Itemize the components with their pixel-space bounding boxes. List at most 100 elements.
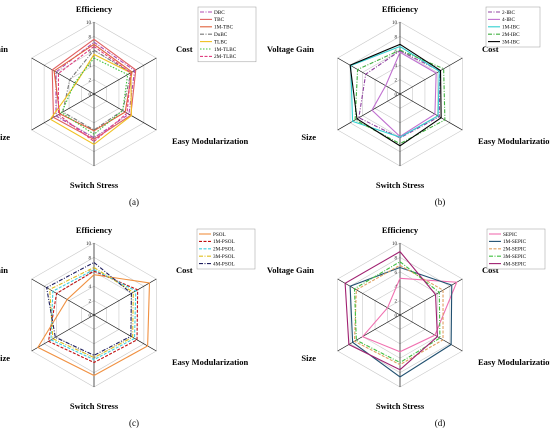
axis-spoke (93, 57, 157, 95)
series-line (49, 266, 134, 359)
series-line (353, 264, 444, 366)
tick-label: 8 (395, 35, 398, 40)
legend-label: 1M-TLBC (214, 47, 237, 53)
series-line (46, 261, 132, 356)
legend-label: 2M-SEPIC (503, 247, 527, 253)
legend-label: DBC (214, 10, 225, 16)
legend-label: TLBC (214, 39, 228, 45)
legend-label: 4M-SEPIC (503, 261, 527, 267)
axis-label: Cost (176, 44, 193, 54)
tick-label: 2 (395, 79, 398, 84)
axis-label: Switch Stress (70, 180, 119, 190)
axis-label: Size (0, 132, 10, 142)
axis-spoke (399, 278, 463, 316)
legend-label: 2-IBC (502, 10, 516, 16)
axis-spoke (399, 93, 463, 131)
axis-spoke (337, 93, 401, 131)
tick-label: 0 (395, 93, 398, 98)
series-line (50, 269, 137, 361)
legend-label: 1M-SEPIC (503, 239, 527, 245)
axis-label: Switch Stress (70, 401, 119, 411)
legend-label: 3M-IBC (502, 39, 520, 45)
tick-label: 6 (395, 50, 398, 55)
axis-label: Size (301, 353, 316, 363)
axis-spoke (399, 314, 463, 352)
legend-label: 2M-TLBC (214, 54, 237, 60)
series-line (53, 43, 133, 132)
axis-spoke (337, 57, 401, 95)
axis-label: Voltage Gain (0, 44, 8, 54)
series-line (354, 49, 446, 145)
axis-label: Size (301, 132, 316, 142)
legend-label: 2M-PSOL (213, 247, 235, 253)
tick-label: 4 (89, 285, 92, 290)
series-line (350, 45, 440, 138)
series-line (349, 43, 442, 147)
series-line (37, 274, 151, 377)
tick-label: 10 (392, 21, 398, 26)
tick-label: 6 (89, 50, 92, 55)
axis-spoke (337, 314, 401, 352)
axis-label: Switch Stress (376, 401, 425, 411)
series-line (371, 51, 437, 138)
series-line (57, 45, 132, 143)
axis-label: Voltage Gain (0, 265, 8, 275)
legend-label: 3M-PSOL (213, 254, 235, 260)
axis-spoke (93, 314, 157, 352)
tick-label: 6 (395, 271, 398, 276)
series-line (358, 50, 441, 139)
tick-label: 2 (89, 79, 92, 84)
tick-label: 8 (89, 35, 92, 40)
axis-label: Switch Stress (376, 180, 425, 190)
tick-label: 8 (89, 256, 92, 261)
axis-label: Voltage Gain (267, 44, 314, 54)
axis-label: Voltage Gain (267, 265, 314, 275)
series-line (47, 270, 139, 364)
tick-label: 0 (89, 93, 92, 98)
legend-box (197, 6, 257, 63)
tick-label: 8 (395, 256, 398, 261)
legend-label: PSOL (213, 232, 226, 238)
axis-spoke (31, 314, 95, 352)
series-line (55, 41, 136, 139)
axis-label: Size (0, 353, 10, 363)
axis-spoke (31, 278, 95, 316)
legend-label: 1M-PSOL (213, 239, 235, 245)
axis-label: Cost (482, 265, 499, 275)
axis-label: Easy Modularization (478, 357, 550, 367)
radar-panel: 0 2 4 6 8 10 Efficiency Cost Easy Modularization… (267, 4, 550, 207)
tick-label: 10 (86, 21, 92, 26)
legend-label: 1M-TBC (214, 25, 234, 31)
axis-label: Cost (176, 265, 193, 275)
panel-caption: (c) (129, 418, 139, 428)
series-line (51, 38, 137, 141)
legend-label: 2M-IBC (502, 32, 520, 38)
panel-caption: (b) (435, 197, 446, 207)
axis-label: Easy Modularization (172, 357, 249, 367)
axis-label: Efficiency (382, 225, 419, 235)
tick-label: 4 (395, 64, 398, 69)
legend-label: 3M-SEPIC (503, 254, 527, 260)
axis-spoke (337, 278, 401, 316)
axis-label: Efficiency (76, 225, 113, 235)
series-line (62, 49, 132, 131)
tick-label: 2 (395, 300, 398, 305)
axis-label: Efficiency (382, 4, 419, 14)
panel-caption: (a) (129, 197, 139, 207)
legend-label: TBC (214, 17, 225, 23)
series-line (349, 266, 453, 378)
tick-label: 10 (392, 242, 398, 247)
series-line (60, 57, 129, 136)
series-line (361, 277, 458, 353)
axis-label: Cost (482, 44, 499, 54)
axis-label: Easy Modularization (478, 136, 550, 146)
panel-caption: (d) (435, 418, 446, 428)
series-line (353, 261, 441, 364)
axis-spoke (399, 57, 463, 95)
axis-label: Easy Modularization (172, 136, 249, 146)
legend-box (486, 228, 546, 270)
legend-label: SEPIC (503, 232, 518, 238)
